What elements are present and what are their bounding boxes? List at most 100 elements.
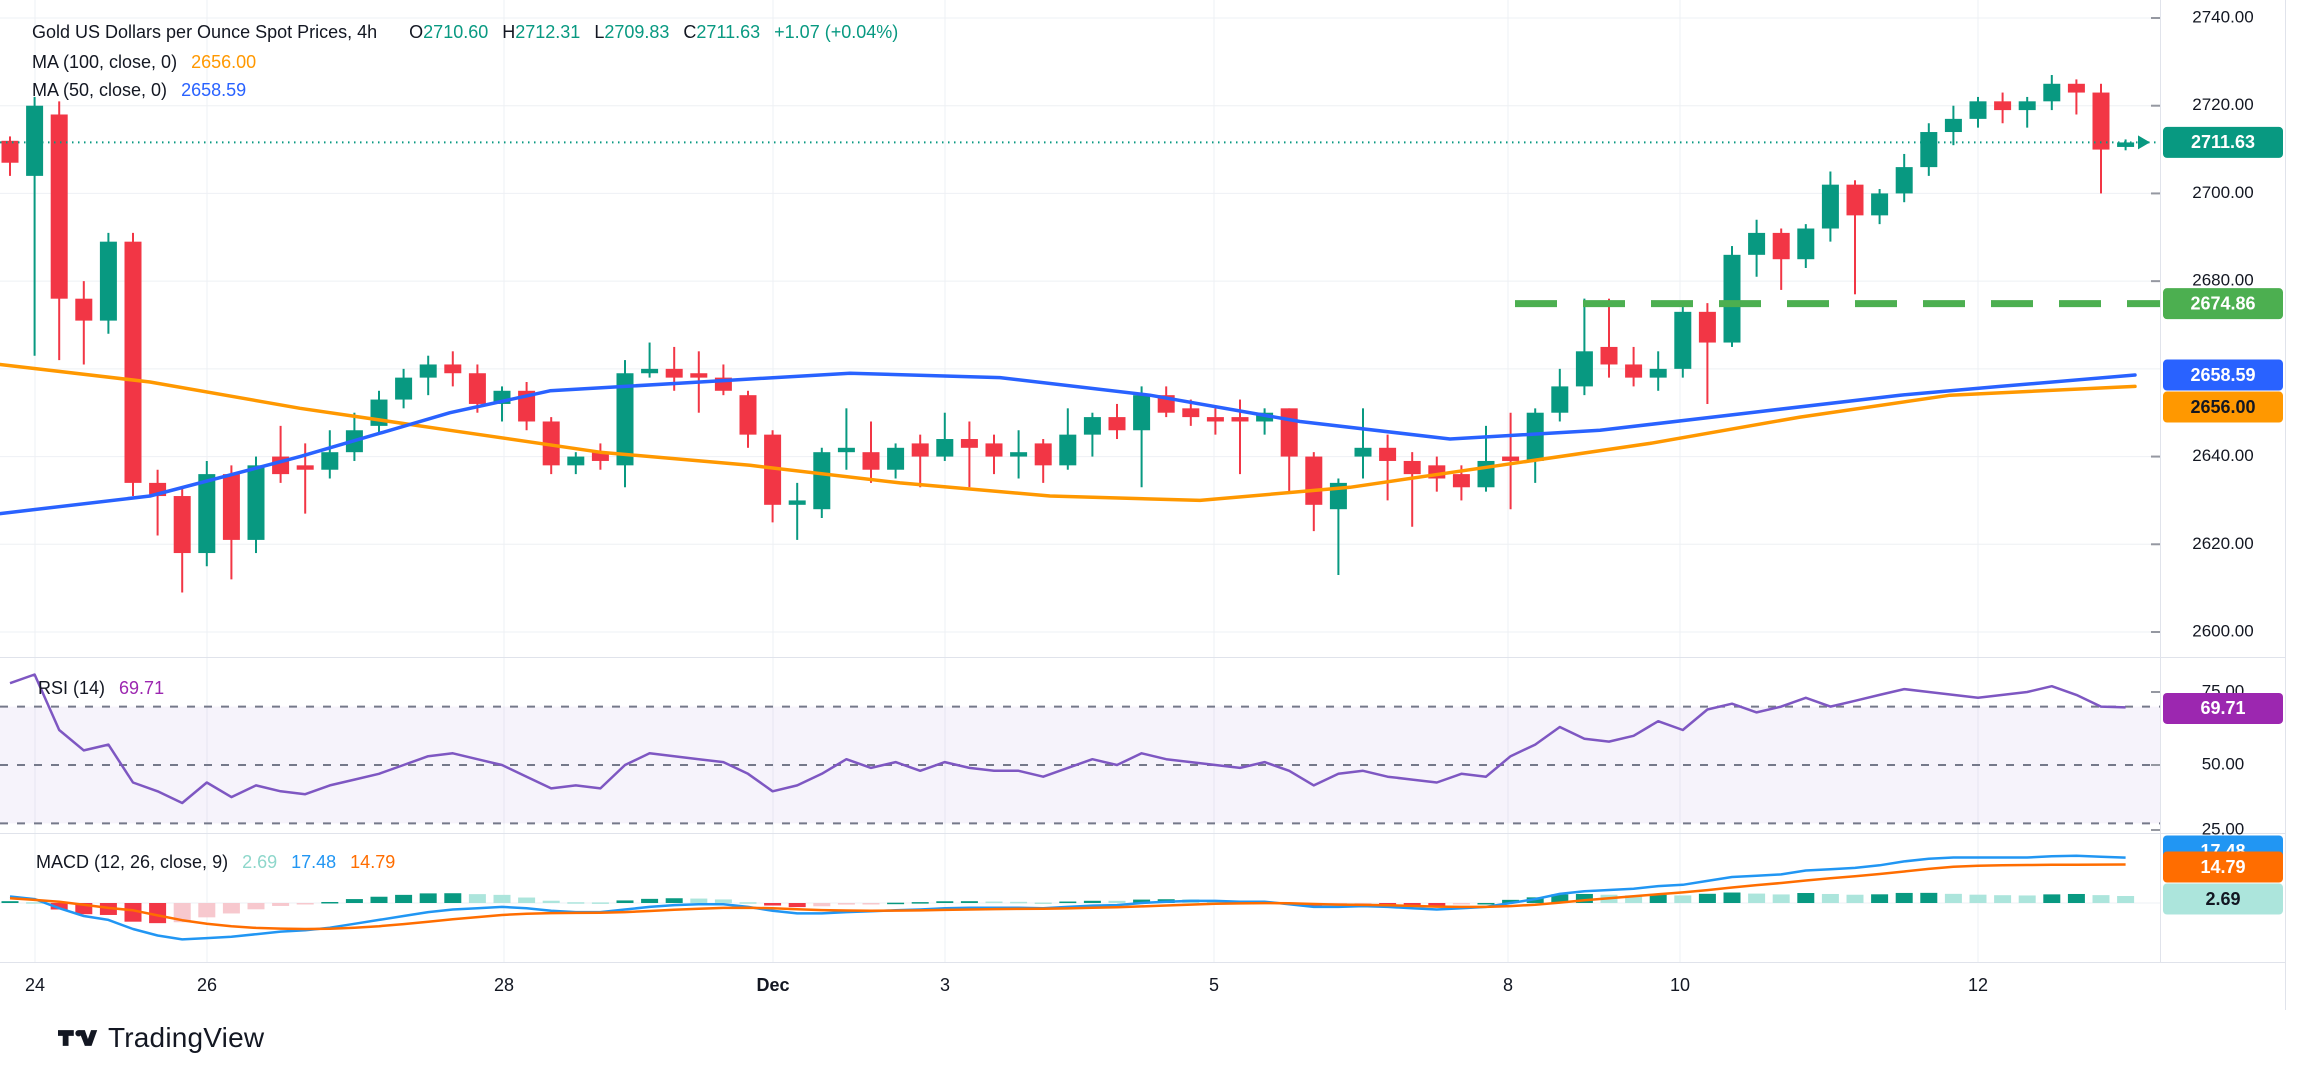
macd-histogram-bar	[1674, 895, 1692, 903]
rsi-value-badge-bg[interactable]	[2163, 692, 2283, 724]
time-axis-label: 24	[25, 975, 45, 995]
tradingview-brand[interactable]: TradingView	[58, 1022, 264, 1054]
macd-histogram-bar	[1551, 894, 1569, 903]
candle-body-up	[1059, 434, 1077, 466]
candle-body-up	[837, 447, 855, 453]
resistance-price-badge-text: 2674.86	[2190, 293, 2255, 313]
macd-histogram-bar	[1379, 903, 1397, 905]
candle-body-down	[1108, 417, 1126, 431]
candle-body-up	[1551, 386, 1569, 413]
low-value: 2709.83	[604, 22, 670, 42]
low-label: L	[594, 22, 605, 42]
candle-body-down	[1846, 184, 1864, 216]
macd-histogram-bar	[1821, 893, 1839, 903]
ma100-line	[0, 362, 2137, 503]
macd-value-badge-2-bg[interactable]	[2163, 883, 2283, 915]
macd-histogram-bar	[1748, 893, 1766, 903]
macd-histogram-bar	[788, 903, 806, 908]
macd-histogram-bar	[1010, 901, 1028, 904]
ohlc-low: L 2709.83	[594, 22, 669, 43]
candle-body-up	[1256, 412, 1274, 422]
tradingview-logo-icon	[58, 1030, 98, 1046]
macd-histogram-bar	[1575, 893, 1593, 903]
high-label: H	[502, 22, 516, 42]
macd-histogram-bar	[542, 900, 560, 903]
macd-legend-row[interactable]: MACD (12, 26, close, 9) 2.69 17.48 14.79	[36, 852, 395, 873]
candle-body-up	[1920, 132, 1938, 168]
macd-histogram-bar	[2018, 895, 2036, 903]
candle-body-down	[1600, 346, 1618, 365]
candle-body-up	[26, 105, 44, 176]
candle-body-up	[419, 364, 437, 378]
candle-body-up	[321, 452, 339, 470]
macd-value-badge-1-bg[interactable]	[2163, 851, 2283, 883]
symbol-legend-row[interactable]: Gold US Dollars per Ounce Spot Prices, 4…	[32, 22, 898, 43]
ma100-price-badge-bg[interactable]	[2163, 391, 2283, 423]
candle-body-up	[1944, 118, 1962, 133]
price-axis-label: 2600.00	[2192, 621, 2253, 640]
candle-body-down	[1698, 311, 1716, 343]
ma100-price-badge-text: 2656.00	[2190, 397, 2255, 417]
macd-histogram-bar	[1920, 892, 1938, 903]
candle-body-up	[1797, 228, 1815, 260]
symbol-title: Gold US Dollars per Ounce Spot Prices, 4…	[32, 22, 378, 42]
candle-body-down	[1305, 456, 1323, 505]
time-axis-label: 8	[1503, 975, 1513, 995]
ma100-legend-row[interactable]: MA (100, close, 0) 2656.00	[32, 52, 256, 73]
candle-body-up	[1575, 351, 1593, 387]
macd-histogram-bar	[1428, 903, 1446, 906]
macd-histogram-bar	[419, 893, 437, 903]
candle-body-down	[124, 241, 142, 483]
macd-histogram-bar	[1133, 899, 1151, 903]
candle-body-up	[2043, 83, 2061, 102]
ma50-price-badge-bg[interactable]	[2163, 359, 2283, 391]
ma50-value: 2658.59	[181, 80, 247, 100]
ohlc-close: C 2711.63	[683, 22, 760, 43]
macd-histogram-bar	[1059, 901, 1077, 904]
resistance-price-badge-bg[interactable]	[2163, 288, 2283, 320]
macd-histogram-bar	[345, 899, 363, 903]
price-axis-label: 2680.00	[2192, 271, 2253, 290]
rsi-legend-row[interactable]: RSI (14) 69.71	[38, 678, 164, 699]
candle-body-up	[1010, 452, 1028, 457]
macd-histogram-bar	[1108, 900, 1126, 903]
ma50-line	[0, 371, 2137, 516]
time-axis-label: 5	[1209, 975, 1219, 995]
candle-body-up	[1083, 417, 1101, 435]
candle-body-down	[222, 474, 240, 540]
candle-body-down	[75, 298, 93, 321]
candle-body-down	[739, 395, 757, 435]
candle-body-up	[1723, 254, 1741, 343]
price-axis-label: 2700.00	[2192, 183, 2253, 202]
macd-histogram-bar	[1772, 894, 1790, 903]
macd-histogram-bar	[1625, 895, 1643, 903]
macd-hist-value: 2.69	[242, 852, 278, 872]
macd-histogram-bar	[444, 893, 462, 903]
candle-body-down	[2067, 83, 2085, 93]
candle-body-up	[1821, 184, 1839, 229]
macd-histogram-bar	[1846, 894, 1864, 903]
ma50-legend-row[interactable]: MA (50, close, 0) 2658.59	[32, 80, 246, 101]
ohlc-open: O 2710.60	[409, 22, 488, 43]
open-label: O	[409, 22, 424, 42]
macd-histogram-bar	[690, 898, 708, 903]
last-price-badge-bg[interactable]	[2163, 126, 2283, 158]
open-value: 2710.60	[423, 22, 489, 42]
candle-body-down	[1772, 232, 1790, 260]
candle-body-up	[1674, 311, 1692, 369]
candle-body-up	[788, 500, 806, 505]
candle-body-down	[1403, 460, 1421, 475]
candle-body-up	[936, 439, 954, 457]
candle-body-up	[1354, 447, 1372, 457]
macd-histogram-bar	[1871, 894, 1889, 903]
candle-body-up	[99, 241, 117, 321]
macd-value-badge-1-text: 14.79	[2200, 857, 2245, 877]
candle-body-up	[813, 452, 831, 510]
rsi-label: RSI (14)	[38, 678, 106, 698]
macd-histogram-bar	[50, 903, 68, 910]
macd-histogram-bar	[1, 901, 19, 903]
candle-body-down	[911, 443, 929, 457]
price-axis-label: 2720.00	[2192, 95, 2253, 114]
candle-body-up	[2018, 101, 2036, 111]
